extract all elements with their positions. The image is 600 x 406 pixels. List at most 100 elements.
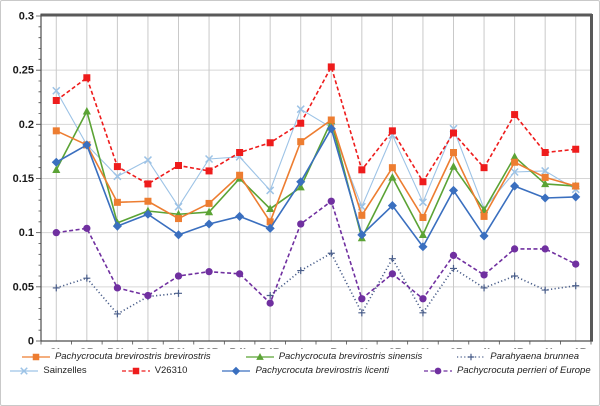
marker-circle bbox=[327, 197, 335, 205]
x-category-label: P4B bbox=[259, 347, 280, 349]
marker-plus bbox=[175, 289, 182, 297]
x-category-label: P3B bbox=[198, 347, 219, 349]
legend-label: Pachycrocuta perrieri of Europe bbox=[457, 365, 591, 376]
marker-diamond bbox=[479, 231, 489, 241]
legend-item-square[interactable]: V26310 bbox=[121, 365, 187, 376]
marker-diamond bbox=[296, 177, 306, 187]
legend-item-plus[interactable]: Parahyaena brunnea bbox=[456, 351, 579, 362]
legend-item-x[interactable]: Sainzelles bbox=[9, 365, 87, 376]
marker-x bbox=[418, 198, 427, 207]
marker-diamond bbox=[173, 230, 184, 240]
marker-triangle bbox=[510, 152, 519, 160]
marker-diamond bbox=[112, 221, 122, 231]
square-marker-icon bbox=[121, 367, 150, 374]
marker-plus bbox=[511, 272, 519, 280]
x-category-label: p2B bbox=[382, 347, 403, 349]
marker-diamond bbox=[232, 366, 241, 375]
x-category-label: p4B bbox=[504, 347, 525, 349]
legend-label: Pachycrocuta brevirostris brevirostris bbox=[54, 351, 211, 362]
marker-triangle bbox=[52, 165, 61, 173]
legend-label: Pachycrocuta brevirostris sinensis bbox=[278, 351, 423, 362]
marker-circle bbox=[235, 270, 244, 278]
legend-item-triangle[interactable]: Pachycrocuta brevirostris sinensis bbox=[245, 351, 423, 362]
marker-plus bbox=[450, 264, 457, 272]
marker-circle bbox=[358, 295, 366, 303]
x-category-label: p3B bbox=[443, 347, 464, 349]
y-tick-label: 0.25 bbox=[13, 65, 34, 77]
marker-square bbox=[144, 197, 152, 205]
marker-plus bbox=[358, 309, 366, 317]
marker-square bbox=[266, 218, 274, 226]
x-category-label: CL bbox=[49, 347, 64, 349]
legend-label: Pachycrocuta brevirostris licenti bbox=[255, 365, 390, 376]
marker-plus bbox=[541, 286, 549, 294]
marker-square bbox=[175, 162, 182, 169]
series-line bbox=[55, 90, 577, 210]
marker-square bbox=[266, 139, 274, 147]
legend-row: Pachycrocuta brevirostris brevirostris Pa… bbox=[21, 351, 579, 362]
x-category-label: P4L bbox=[230, 347, 250, 349]
marker-square bbox=[419, 178, 427, 186]
marker-triangle bbox=[266, 204, 275, 212]
marker-square bbox=[572, 145, 580, 153]
series-line bbox=[55, 66, 576, 185]
series-line bbox=[55, 127, 576, 248]
marker-square bbox=[572, 182, 580, 190]
marker-circle bbox=[480, 271, 488, 279]
marker-diamond bbox=[82, 140, 92, 150]
marker-plus bbox=[297, 267, 305, 275]
marker-square bbox=[388, 164, 396, 172]
legend-item-circle[interactable]: Pachycrocuta perrieri of Europe bbox=[423, 365, 591, 376]
marker-triangle bbox=[418, 230, 428, 238]
marker-square bbox=[144, 180, 152, 188]
marker-diamond bbox=[571, 192, 581, 202]
marker-square bbox=[511, 158, 519, 166]
marker-square bbox=[480, 212, 488, 220]
marker-square bbox=[541, 149, 549, 156]
y-tick-label: 0 bbox=[28, 336, 34, 348]
legend-item-square[interactable]: Pachycrocuta brevirostris brevirostris bbox=[21, 351, 211, 362]
x-category-label: m1B bbox=[564, 347, 588, 349]
y-tick-label: 0.1 bbox=[19, 227, 34, 239]
circle-marker-icon bbox=[424, 367, 453, 374]
marker-triangle bbox=[541, 179, 550, 188]
legend-item-diamond[interactable]: Pachycrocuta brevirostris licenti bbox=[221, 365, 389, 376]
marker-x bbox=[52, 86, 61, 95]
series-line bbox=[269, 252, 576, 314]
marker-circle bbox=[297, 220, 305, 228]
marker-square bbox=[175, 215, 182, 223]
marker-square bbox=[419, 214, 427, 221]
x-category-label: p2L bbox=[352, 347, 372, 349]
marker-square bbox=[236, 149, 244, 156]
x-category-label: CB bbox=[79, 347, 95, 349]
marker-circle bbox=[174, 272, 183, 280]
marker-diamond bbox=[204, 219, 214, 229]
marker-square bbox=[358, 211, 366, 219]
plus-marker-icon bbox=[457, 353, 486, 360]
marker-plus bbox=[419, 309, 427, 317]
marker-circle bbox=[541, 245, 549, 253]
marker-x bbox=[266, 186, 275, 195]
marker-diamond bbox=[265, 223, 275, 233]
marker-diamond bbox=[357, 230, 367, 240]
marker-circle bbox=[52, 229, 60, 237]
marker-square bbox=[205, 199, 213, 207]
x-category-label: P3L bbox=[168, 347, 188, 349]
marker-circle bbox=[144, 291, 152, 300]
marker-square bbox=[297, 138, 305, 146]
x-category-label: cB bbox=[324, 347, 338, 349]
marker-square bbox=[511, 111, 519, 119]
x-category-label: P2B bbox=[137, 347, 158, 349]
marker-triangle bbox=[296, 182, 305, 191]
square-marker-icon bbox=[21, 353, 50, 360]
legend-label: Parahyaena brunnea bbox=[490, 351, 580, 362]
legend-row: Sainzelles V26310 Pachycrocuta brevirostri… bbox=[9, 365, 591, 376]
marker-circle bbox=[419, 295, 427, 303]
marker-x bbox=[143, 156, 152, 165]
marker-plus bbox=[388, 255, 396, 263]
marker-diamond bbox=[540, 193, 550, 203]
marker-triangle bbox=[388, 173, 397, 181]
marker-square bbox=[113, 198, 121, 206]
marker-square bbox=[83, 74, 91, 82]
marker-square bbox=[132, 367, 139, 374]
